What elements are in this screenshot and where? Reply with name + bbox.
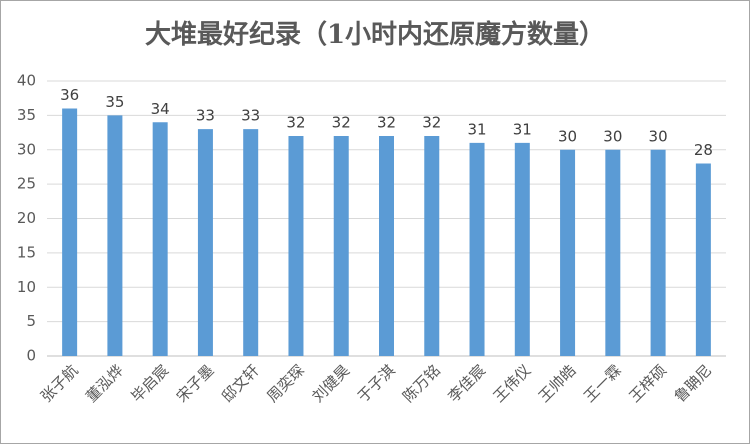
bar	[560, 149, 576, 356]
bar	[333, 136, 349, 356]
y-tick-label: 35	[17, 106, 36, 124]
bar	[197, 129, 213, 356]
bar	[243, 129, 259, 356]
data-label: 32	[422, 114, 441, 132]
y-tick-label: 20	[17, 209, 36, 227]
data-label: 36	[60, 86, 79, 104]
data-label: 31	[513, 120, 532, 138]
bar	[379, 136, 394, 356]
data-label: 28	[694, 141, 713, 159]
bar	[650, 149, 666, 356]
data-label: 33	[196, 107, 215, 125]
bar	[605, 149, 621, 356]
data-label: 30	[558, 127, 577, 145]
y-tick-label: 15	[17, 243, 36, 261]
bar	[152, 122, 168, 356]
bar	[107, 115, 123, 356]
data-label: 32	[332, 114, 351, 132]
data-label: 32	[286, 114, 305, 132]
bar	[424, 136, 440, 356]
y-tick-label: 30	[17, 140, 36, 158]
bar	[288, 136, 304, 356]
data-label: 30	[603, 127, 622, 145]
y-tick-label: 10	[17, 278, 36, 296]
bar	[469, 142, 485, 356]
data-label: 33	[241, 107, 260, 125]
y-tick-label: 40	[17, 72, 36, 90]
data-label: 35	[105, 93, 124, 111]
y-tick-label: 5	[26, 312, 36, 330]
bar	[62, 108, 78, 356]
y-tick-label: 0	[26, 347, 36, 365]
y-tick-label: 25	[17, 175, 36, 193]
chart-title: 大堆最好纪录（1小时内还原魔方数量）	[145, 19, 605, 50]
data-label: 31	[467, 120, 486, 138]
bar	[695, 163, 711, 356]
data-label: 30	[649, 127, 668, 145]
data-label: 34	[151, 100, 170, 118]
data-label: 32	[377, 114, 396, 132]
bar	[514, 142, 530, 356]
